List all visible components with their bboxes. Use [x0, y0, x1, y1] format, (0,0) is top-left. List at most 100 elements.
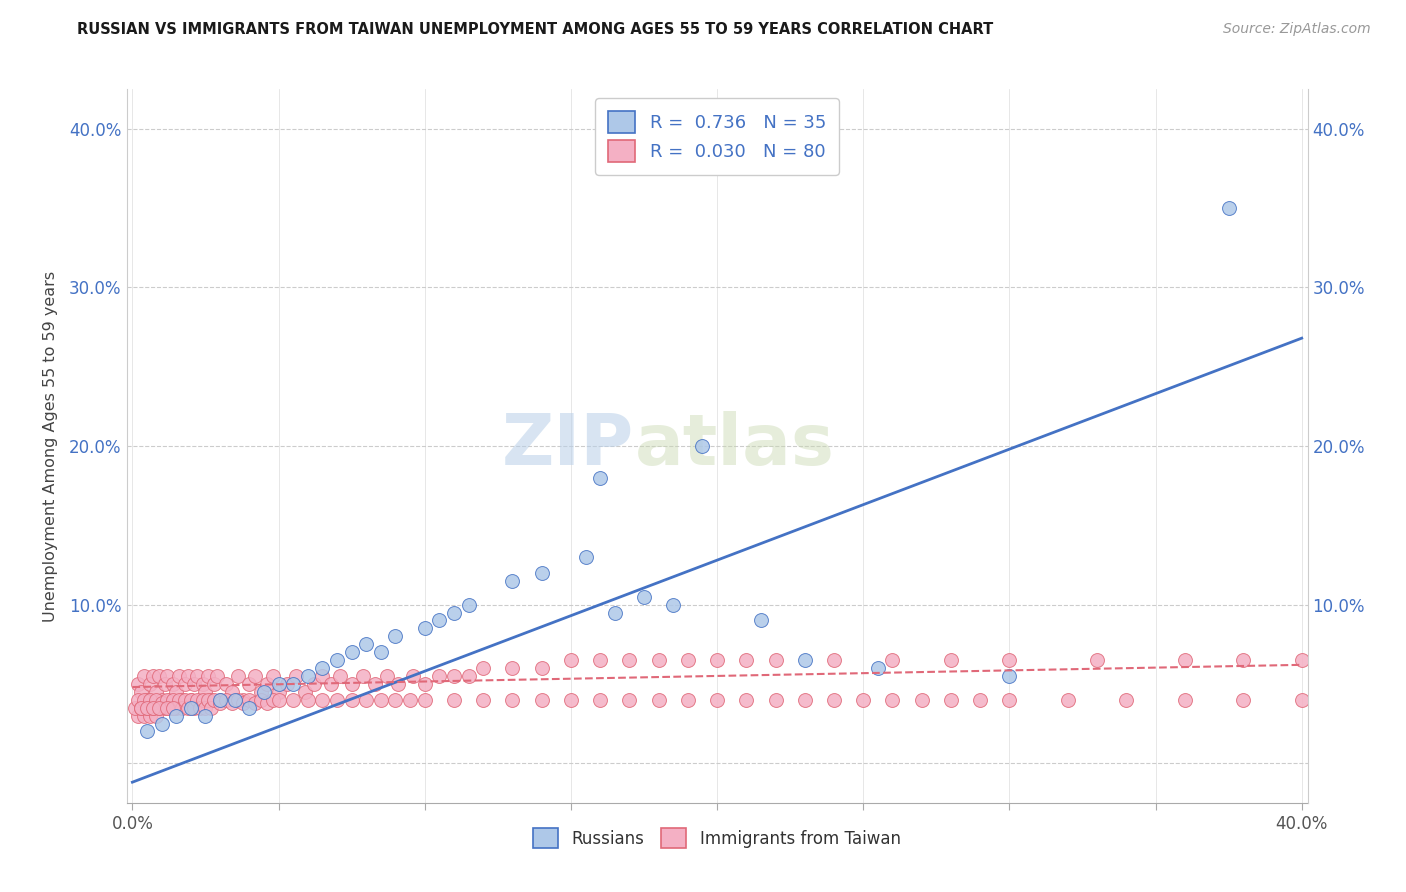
Point [202, 677, 225, 691]
Point [194, 708, 217, 723]
Point [209, 692, 232, 706]
Point [145, 685, 167, 699]
Point [250, 692, 273, 706]
Point [589, 653, 612, 667]
Point [165, 685, 187, 699]
Point [340, 692, 363, 706]
Point [998, 653, 1021, 667]
Point [191, 692, 214, 706]
Point [647, 692, 669, 706]
Point [302, 677, 325, 691]
Point [238, 692, 260, 706]
Point [191, 677, 214, 691]
Point [866, 661, 889, 675]
Point [139, 692, 162, 706]
Point [172, 692, 194, 706]
Point [127, 708, 149, 723]
Point [167, 692, 190, 706]
Point [619, 692, 641, 706]
Point [443, 692, 465, 706]
Point [159, 700, 181, 714]
Point [501, 574, 523, 588]
Point [262, 692, 284, 706]
Point [150, 692, 173, 706]
Point [457, 669, 479, 683]
Point [472, 692, 495, 706]
Point [197, 692, 219, 706]
Point [352, 669, 374, 683]
Point [501, 692, 523, 706]
Point [427, 614, 450, 628]
Point [132, 669, 155, 683]
Point [177, 700, 200, 714]
Point [1232, 653, 1254, 667]
Point [267, 692, 290, 706]
Point [238, 700, 260, 714]
Point [1291, 653, 1313, 667]
Point [402, 669, 425, 683]
Point [354, 692, 377, 706]
Point [129, 700, 152, 714]
Point [1115, 692, 1137, 706]
Point [150, 696, 173, 710]
Point [294, 685, 316, 699]
Point [706, 653, 728, 667]
Point [167, 669, 190, 683]
Text: ZIP: ZIP [502, 411, 634, 481]
Text: RUSSIAN VS IMMIGRANTS FROM TAIWAN UNEMPLOYMENT AMONG AGES 55 TO 59 YEARS CORRELA: RUSSIAN VS IMMIGRANTS FROM TAIWAN UNEMPL… [77, 22, 994, 37]
Point [129, 685, 152, 699]
Point [384, 692, 406, 706]
Point [202, 692, 225, 706]
Point [142, 669, 165, 683]
Point [882, 692, 904, 706]
Point [186, 692, 208, 706]
Point [1291, 692, 1313, 706]
Point [560, 653, 582, 667]
Point [124, 700, 146, 714]
Point [162, 700, 184, 714]
Point [560, 692, 582, 706]
Point [1057, 692, 1080, 706]
Point [443, 669, 465, 683]
Point [413, 621, 436, 635]
Point [165, 708, 187, 723]
Point [530, 692, 553, 706]
Point [132, 708, 155, 723]
Point [443, 606, 465, 620]
Point [186, 669, 208, 683]
Point [326, 692, 349, 706]
Point [662, 598, 685, 612]
Point [793, 653, 815, 667]
Point [243, 696, 266, 710]
Point [139, 677, 162, 691]
Point [221, 696, 243, 710]
Point [200, 700, 222, 714]
Point [1085, 653, 1108, 667]
Point [501, 661, 523, 675]
Point [882, 653, 904, 667]
Point [311, 669, 333, 683]
Point [1218, 201, 1240, 215]
Point [823, 692, 845, 706]
Point [250, 685, 273, 699]
Point [205, 669, 228, 683]
Point [692, 439, 714, 453]
Point [136, 700, 159, 714]
Point [413, 677, 436, 691]
Point [197, 669, 219, 683]
Point [127, 692, 149, 706]
Point [326, 653, 349, 667]
Point [145, 708, 167, 723]
Point [633, 590, 655, 604]
Point [253, 685, 276, 699]
Point [387, 677, 409, 691]
Point [375, 669, 398, 683]
Point [238, 677, 260, 691]
Point [153, 677, 176, 691]
Point [589, 692, 612, 706]
Point [148, 700, 170, 714]
Point [267, 685, 290, 699]
Point [735, 653, 758, 667]
Point [823, 653, 845, 667]
Point [156, 669, 179, 683]
